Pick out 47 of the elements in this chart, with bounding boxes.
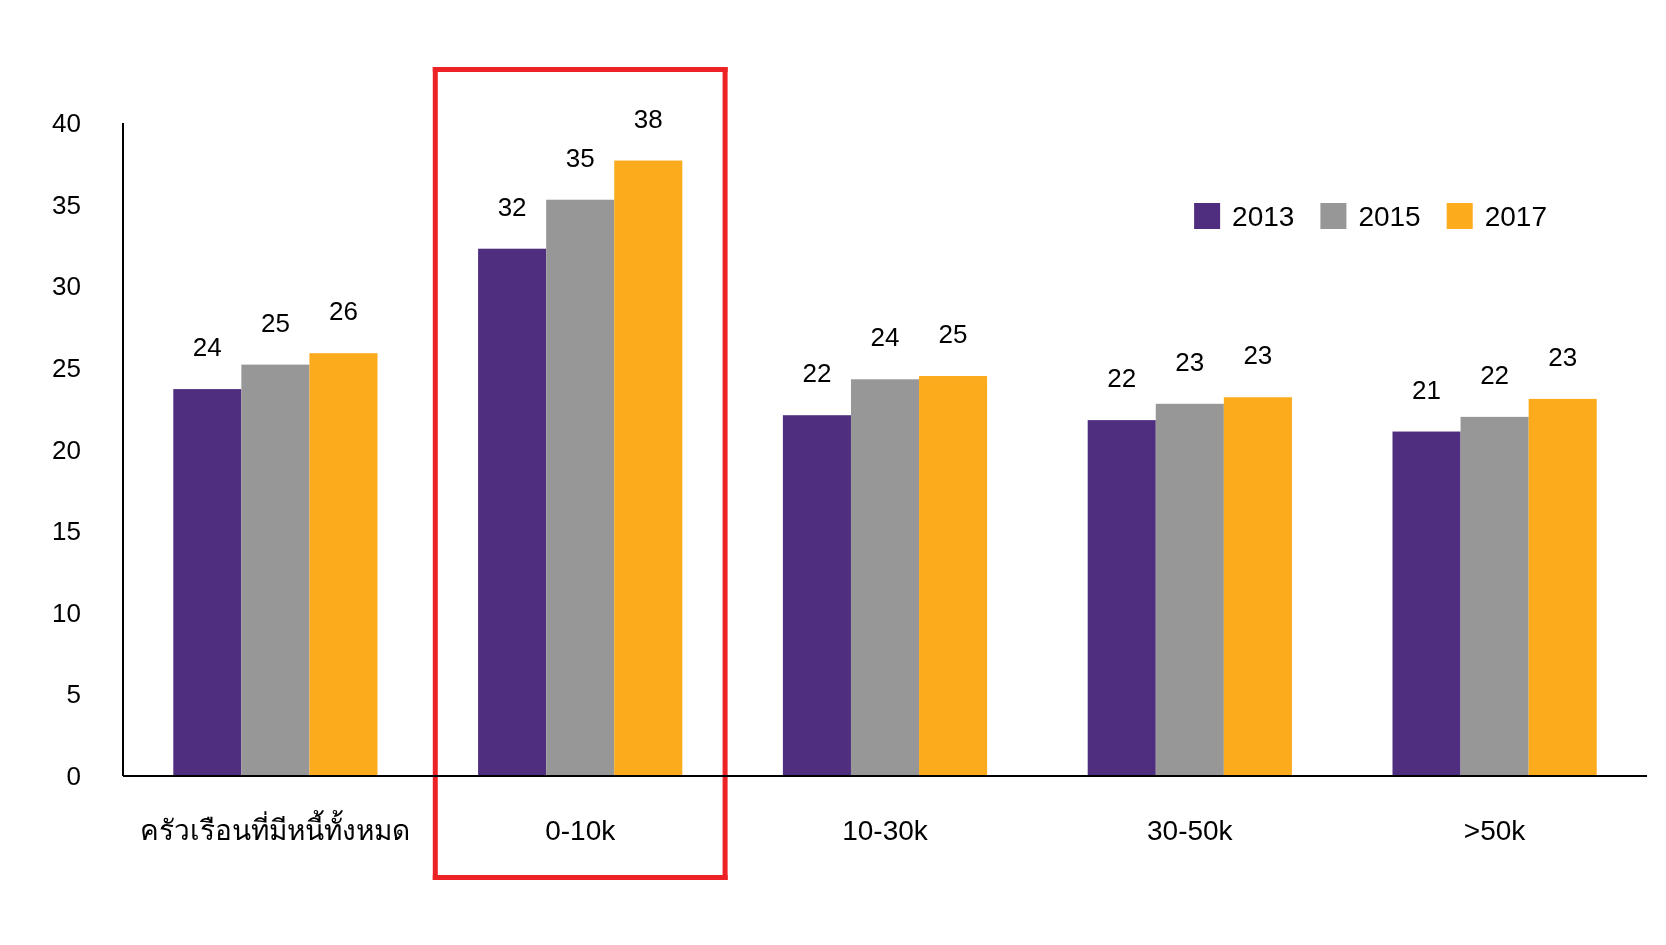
data-label: 24 [192, 332, 222, 363]
y-tick-label: 0 [66, 761, 81, 791]
bar [546, 199, 615, 776]
data-label: 23 [1175, 346, 1205, 377]
y-tick-label: 5 [66, 679, 81, 710]
x-tick-label: 30-50k [1146, 814, 1234, 846]
data-label: 22 [1107, 363, 1137, 394]
legend-label: 2015 [1358, 200, 1421, 232]
bar [1528, 398, 1597, 776]
x-tick-label: >50k [1463, 814, 1527, 846]
bar [241, 364, 310, 776]
data-label: 22 [1480, 359, 1510, 390]
x-tick-label: 10-30k [842, 814, 929, 846]
data-label: 25 [260, 307, 290, 338]
bar [478, 248, 547, 776]
data-label: 25 [938, 319, 968, 350]
data-label: 32 [497, 191, 527, 222]
data-label: 35 [565, 142, 595, 173]
legend-label: 2017 [1484, 200, 1547, 232]
y-tick-label: 15 [52, 516, 81, 547]
y-tick-label: 40 [52, 108, 81, 138]
legend-label: 2013 [1232, 200, 1295, 232]
data-label: 26 [329, 296, 358, 327]
y-tick-label: 10 [52, 597, 81, 628]
bar [173, 389, 242, 776]
data-label: 23 [1243, 340, 1273, 371]
bar [309, 353, 378, 776]
bar [1460, 416, 1529, 776]
bar [1087, 420, 1156, 776]
data-label: 23 [1548, 341, 1578, 372]
y-tick-label: 25 [52, 352, 81, 383]
bar [919, 376, 988, 776]
y-tick-label: 30 [52, 271, 81, 302]
data-label: 38 [633, 103, 663, 134]
y-tick-label: 20 [52, 434, 81, 465]
data-label: 22 [802, 358, 832, 389]
y-tick-label: 35 [52, 189, 81, 220]
data-label: 24 [870, 322, 900, 353]
bar [1155, 403, 1224, 776]
data-label: 21 [1412, 374, 1441, 405]
bar [1223, 397, 1292, 776]
bar [1392, 431, 1461, 776]
bar [782, 415, 851, 776]
bar [850, 379, 920, 776]
bar [614, 160, 683, 776]
x-tick-label: 0-10k [545, 814, 617, 846]
x-tick-label: ครัวเรือนที่มีหนี้ทั้งหมด [140, 809, 411, 846]
